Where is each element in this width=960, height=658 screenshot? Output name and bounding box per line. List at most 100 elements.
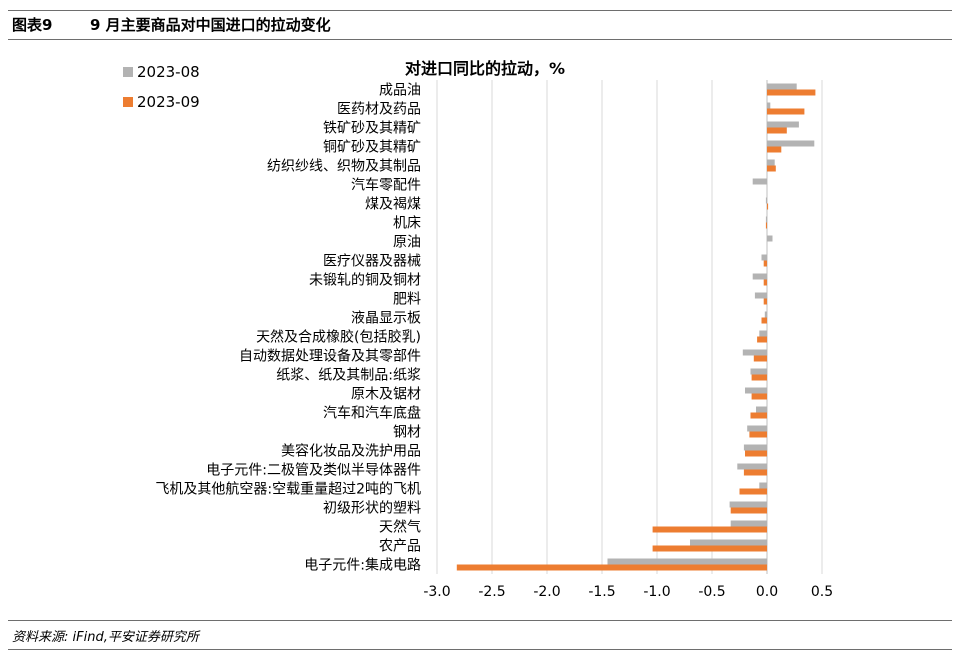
bar-2023-08 — [737, 463, 767, 470]
x-tick-label: -1.5 — [588, 584, 615, 600]
bar-2023-09 — [456, 564, 767, 571]
category-label: 医疗仪器及器械 — [323, 254, 421, 270]
bar-2023-09 — [739, 488, 767, 495]
bar-2023-09 — [750, 412, 767, 419]
category-label: 天然及合成橡胶(包括胶乳) — [256, 329, 421, 346]
x-axis-ticks: -3.0 -2.5 -2.0 -1.5 -1.0 -0.5 0.0 0.5 — [423, 584, 833, 600]
legend-label-2023-08: 2023-08 — [137, 63, 200, 81]
bar-2023-08 — [767, 121, 799, 128]
bar-2023-09 — [763, 279, 767, 286]
bar-2023-09 — [743, 469, 767, 476]
category-label: 煤及褐煤 — [365, 197, 421, 213]
header-bottom-rule — [8, 39, 952, 40]
bar-2023-08 — [690, 539, 767, 546]
figure-title: 9 月主要商品对中国进口的拉动变化 — [90, 16, 331, 34]
legend-label-2023-09: 2023-09 — [137, 93, 200, 111]
bar-2023-09 — [753, 355, 767, 362]
bar-2023-08 — [767, 140, 815, 147]
bar-2023-09 — [745, 450, 767, 457]
x-tick-label: 0.0 — [756, 584, 778, 600]
bar-2023-08 — [764, 311, 767, 318]
bar-2023-08 — [767, 159, 775, 166]
bar-2023-08 — [759, 482, 767, 489]
bars — [456, 83, 816, 571]
category-label: 钢材 — [393, 425, 421, 441]
category-label: 汽车零配件 — [351, 177, 421, 194]
bar-2023-08 — [754, 292, 767, 299]
bar-2023-08 — [756, 406, 767, 413]
bar-2023-09 — [730, 507, 767, 514]
bar-2023-09 — [761, 317, 767, 324]
bar-2023-09 — [751, 393, 767, 400]
category-label: 铜矿砂及其精矿 — [323, 140, 421, 156]
x-tick-label: 0.5 — [811, 584, 833, 600]
bar-2023-08 — [761, 254, 767, 261]
bar-2023-09 — [652, 545, 767, 552]
category-label: 天然气 — [379, 519, 421, 536]
source-note: 资料来源: iFind,平安证券研究所 — [12, 630, 199, 645]
chart-title: 对进口同比的拉动，% — [405, 59, 565, 78]
category-label: 农产品 — [379, 539, 421, 555]
bar-2023-09 — [767, 127, 787, 134]
bar-2023-08 — [742, 349, 767, 356]
x-tick-label: -2.5 — [478, 584, 505, 600]
category-label: 成品油 — [379, 83, 421, 99]
bar-2023-09 — [767, 108, 805, 115]
bar-2023-09 — [767, 89, 816, 96]
bar-2023-08 — [767, 102, 771, 109]
bar-chart: 成品油医药材及药品铁矿砂及其精矿铜矿砂及其精矿纺织纱线、织物及其制品汽车零配件煤… — [123, 59, 833, 600]
category-label: 美容化妆品及洗护用品 — [281, 443, 421, 460]
category-label: 电子元件:二极管及类似半导体器件 — [206, 463, 421, 479]
category-label: 医药材及药品 — [337, 102, 421, 118]
legend-swatch-2023-09 — [123, 97, 133, 107]
bar-2023-09 — [757, 336, 767, 343]
category-label: 机床 — [393, 216, 421, 232]
bar-2023-08 — [767, 83, 797, 90]
category-label: 电子元件:集成电路 — [304, 557, 421, 574]
bar-2023-08 — [765, 197, 767, 204]
header-top-rule — [8, 10, 952, 11]
bar-2023-08 — [729, 501, 767, 508]
category-label: 原油 — [393, 235, 421, 251]
x-tick-label: -0.5 — [698, 584, 725, 600]
gridlines — [436, 80, 823, 574]
bar-2023-09 — [749, 431, 767, 438]
category-label: 铁矿砂及其精矿 — [323, 121, 421, 137]
x-tick-label: -2.0 — [533, 584, 560, 600]
bar-2023-09 — [763, 260, 767, 267]
bar-2023-08 — [759, 330, 767, 337]
bar-2023-09 — [767, 203, 769, 210]
bar-2023-08 — [752, 273, 767, 280]
bar-2023-09 — [767, 146, 782, 153]
legend-swatch-2023-08 — [123, 67, 133, 77]
bar-2023-09 — [765, 222, 767, 229]
bar-2023-08 — [752, 178, 767, 185]
figure-label: 图表9 — [12, 16, 53, 34]
legend: 2023-08 2023-09 — [123, 63, 200, 111]
bar-2023-08 — [750, 368, 767, 375]
category-label: 飞机及其他航空器:空载重量超过2吨的飞机 — [155, 482, 421, 498]
bar-2023-08 — [730, 520, 767, 527]
category-label: 原木及锯材 — [351, 387, 421, 403]
bar-2023-09 — [763, 298, 767, 305]
bar-2023-08 — [607, 558, 767, 565]
bar-2023-08 — [743, 444, 767, 451]
bar-2023-08 — [767, 235, 773, 242]
bar-2023-08 — [765, 216, 767, 223]
x-tick-label: -1.0 — [643, 584, 670, 600]
category-label: 液晶显示板 — [351, 311, 421, 327]
category-label: 汽车和汽车底盘 — [323, 405, 421, 422]
x-tick-label: -3.0 — [423, 584, 450, 600]
category-labels: 成品油医药材及药品铁矿砂及其精矿铜矿砂及其精矿纺织纱线、织物及其制品汽车零配件煤… — [155, 83, 421, 574]
category-label: 纸浆、纸及其制品:纸浆 — [276, 368, 421, 384]
bar-2023-08 — [745, 387, 767, 394]
category-label: 自动数据处理设备及其零部件 — [239, 348, 421, 365]
footer-top-rule — [8, 620, 952, 621]
footer-bottom-rule — [8, 649, 952, 650]
category-label: 纺织纱线、织物及其制品 — [267, 159, 421, 175]
category-label: 初级形状的塑料 — [323, 500, 421, 517]
category-label: 肥料 — [393, 292, 421, 308]
bar-2023-09 — [751, 374, 767, 381]
bar-2023-09 — [767, 165, 776, 172]
category-label: 未锻轧的铜及铜材 — [309, 273, 421, 289]
